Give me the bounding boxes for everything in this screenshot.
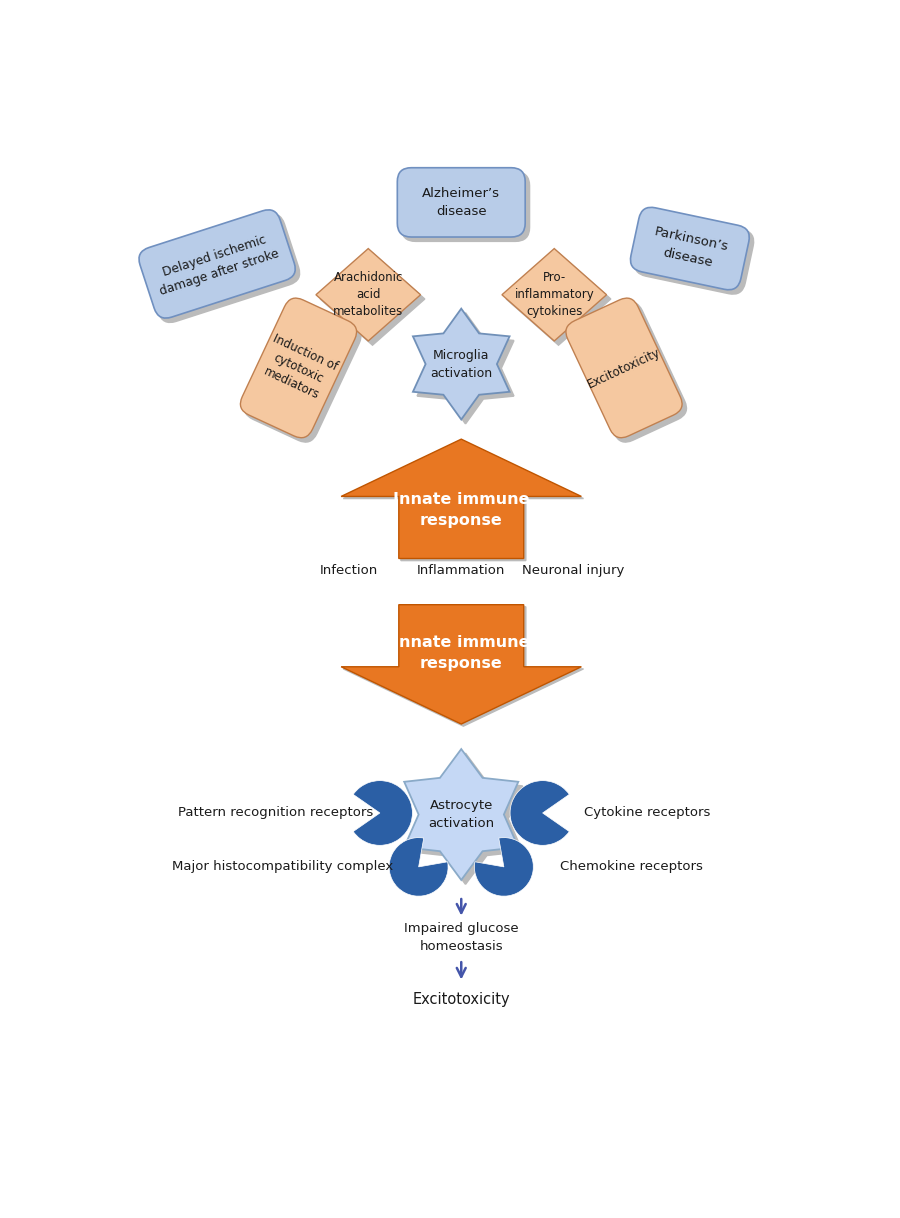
Polygon shape [413,308,509,419]
Polygon shape [418,313,514,424]
FancyBboxPatch shape [570,302,687,442]
Wedge shape [474,838,534,896]
Polygon shape [409,753,523,884]
FancyBboxPatch shape [139,209,295,318]
Polygon shape [506,253,611,345]
FancyBboxPatch shape [245,302,361,442]
Wedge shape [353,781,412,845]
FancyBboxPatch shape [631,207,750,290]
Polygon shape [343,441,583,560]
Polygon shape [343,607,583,726]
FancyBboxPatch shape [634,212,753,294]
Text: Alzheimer’s
disease: Alzheimer’s disease [422,186,500,218]
Text: Arachidonic
acid
metabolites: Arachidonic acid metabolites [333,272,403,318]
Text: Infection: Infection [320,564,378,577]
Text: Excitotoxicity: Excitotoxicity [585,346,662,391]
Text: Delayed ischemic
damage after stroke: Delayed ischemic damage after stroke [153,230,281,297]
Text: Impaired glucose
homeostasis: Impaired glucose homeostasis [404,922,518,954]
Text: Innate immune
response: Innate immune response [393,492,529,529]
Text: Major histocompatibility complex: Major histocompatibility complex [173,860,393,873]
Text: Astrocyte
activation: Astrocyte activation [428,799,494,829]
Text: Cytokine receptors: Cytokine receptors [584,806,710,820]
Polygon shape [502,248,607,341]
Text: Induction of
cytotoxic
mediators: Induction of cytotoxic mediators [256,331,340,404]
FancyBboxPatch shape [401,172,529,241]
Text: Neuronal injury: Neuronal injury [522,564,625,577]
Wedge shape [389,838,448,896]
Polygon shape [316,248,420,341]
Polygon shape [341,604,581,723]
FancyBboxPatch shape [143,214,300,323]
Text: Pattern recognition receptors: Pattern recognition receptors [177,806,373,820]
Text: Innate immune
response: Innate immune response [393,635,529,671]
Wedge shape [510,781,570,845]
FancyBboxPatch shape [566,298,682,437]
Polygon shape [341,440,581,559]
Text: Microglia
activation: Microglia activation [430,348,492,380]
Text: Parkinson’s
disease: Parkinson’s disease [650,225,730,272]
Text: Excitotoxicity: Excitotoxicity [412,991,510,1007]
Text: Inflammation: Inflammation [417,564,506,577]
Text: Chemokine receptors: Chemokine receptors [561,860,703,873]
Text: Pro-
inflammatory
cytokines: Pro- inflammatory cytokines [515,272,594,318]
FancyBboxPatch shape [397,168,526,238]
Polygon shape [320,253,425,345]
FancyBboxPatch shape [240,298,356,437]
Polygon shape [404,749,518,879]
